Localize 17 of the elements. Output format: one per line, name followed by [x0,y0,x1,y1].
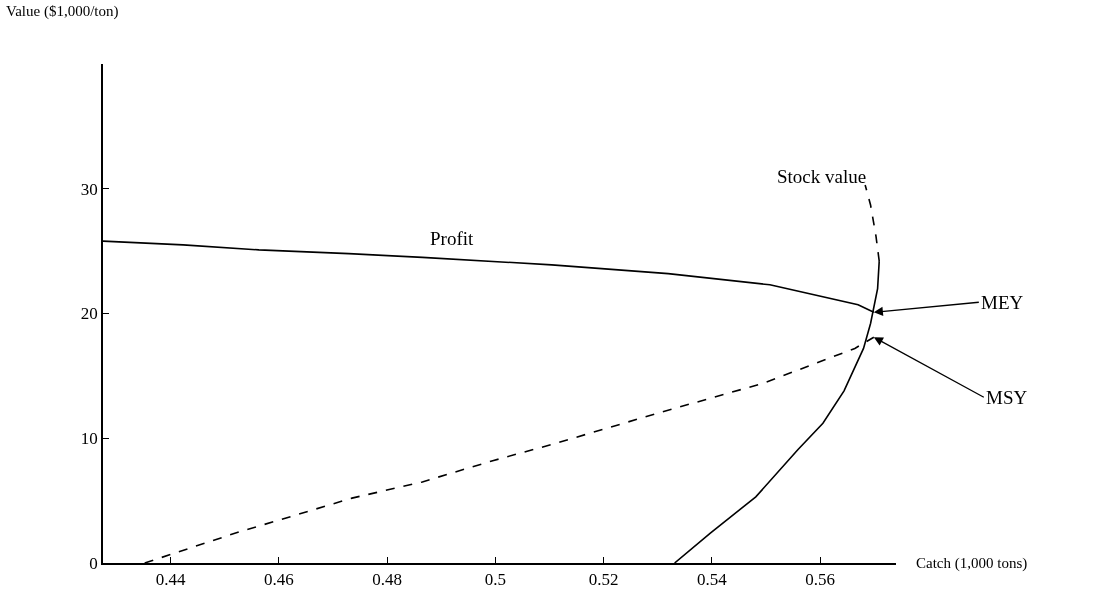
y-tick-label: 10 [80,429,98,449]
x-tick-label: 0.56 [805,570,836,590]
annotation: Stock value [777,166,867,187]
x-tick-label: 0.44 [155,570,187,590]
x-tick-label: 0.52 [588,570,619,590]
annotation: Profit [430,228,474,249]
y-axis-title: Value ($1,000/ton) [6,3,119,20]
x-axis-title: Catch (1,000 tons) [916,555,1028,572]
annotation: MSY [986,387,1028,408]
y-tick-label: 30 [80,179,98,199]
x-tick-label: 0.54 [697,570,728,590]
y-tick-label: 20 [80,304,98,324]
x-tick-label: 0.5 [484,570,507,590]
x-tick-label: 0.46 [264,570,294,590]
annotation: MEY [981,292,1024,313]
x-tick-label: 0.48 [372,570,403,590]
y-tick-label: 0 [89,553,98,573]
